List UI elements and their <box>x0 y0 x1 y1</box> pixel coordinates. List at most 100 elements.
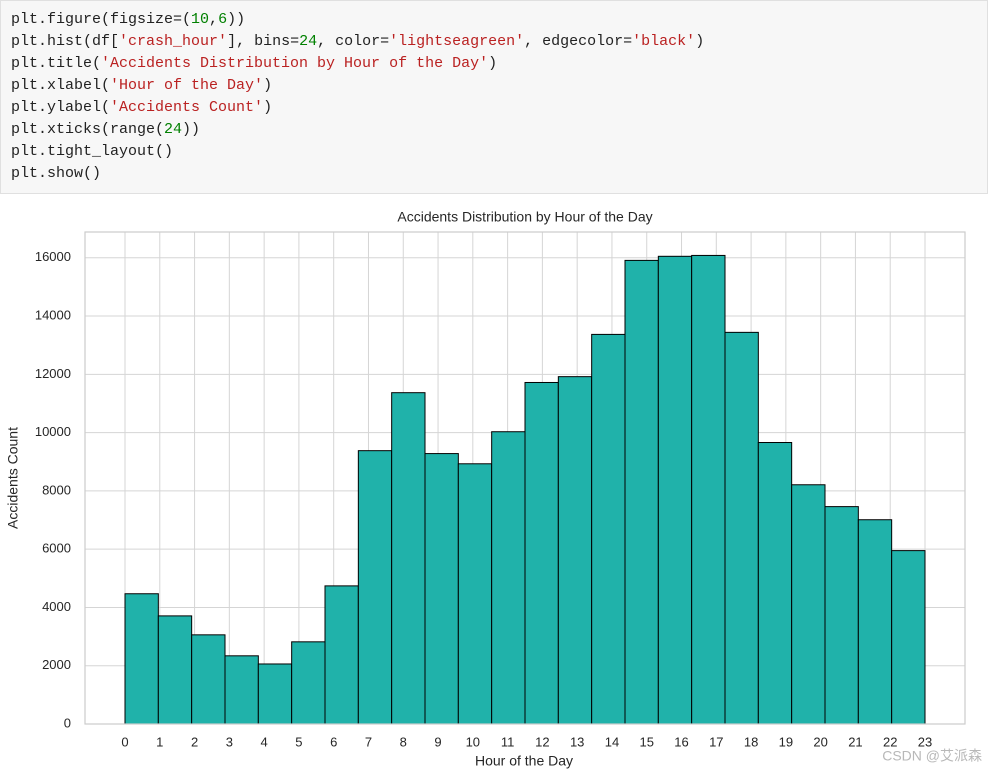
code-line: plt.xlabel('Hour of the Day') <box>1 75 987 97</box>
code-token: plt.xticks(range( <box>11 121 165 138</box>
x-tick-label: 11 <box>501 734 515 749</box>
code-line: plt.figure(figsize=(10,6)) <box>1 9 987 31</box>
bar <box>891 550 926 725</box>
x-tick-label: 14 <box>605 734 619 749</box>
code-token: plt.xlabel( <box>11 77 111 94</box>
code-token: 24 <box>164 121 183 138</box>
code-line: plt.xticks(range(24)) <box>1 119 987 141</box>
y-tick-label: 0 <box>64 715 71 730</box>
x-tick-label: 19 <box>779 734 793 749</box>
code-token: 'lightseagreen' <box>389 33 525 50</box>
code-token: 'Accidents Count' <box>110 99 264 116</box>
bar <box>224 655 259 725</box>
code-line: plt.hist(df['crash_hour'], bins=24, colo… <box>1 31 987 53</box>
code-token: 'Accidents Distribution by Hour of the D… <box>101 55 489 72</box>
x-axis-label: Hour of the Day <box>475 753 573 769</box>
bar <box>691 254 726 725</box>
code-token: 'crash_hour' <box>119 33 228 50</box>
x-tick-label: 0 <box>121 734 128 749</box>
code-token: , color= <box>317 33 390 50</box>
code-token: ) <box>263 77 273 94</box>
x-tick-label: 6 <box>330 734 337 749</box>
y-tick-label: 2000 <box>42 657 71 672</box>
x-tick-label: 17 <box>709 734 723 749</box>
x-tick-label: 8 <box>400 734 407 749</box>
x-tick-label: 22 <box>883 734 897 749</box>
x-tick-label: 18 <box>744 734 758 749</box>
code-token: ) <box>263 99 273 116</box>
bar <box>591 333 626 725</box>
x-tick-label: 21 <box>848 734 862 749</box>
y-tick-label: 8000 <box>42 482 71 497</box>
x-tick-label: 7 <box>365 734 372 749</box>
bar <box>291 641 326 725</box>
bar <box>757 442 793 725</box>
code-line: plt.tight_layout() <box>1 141 987 163</box>
code-token: plt.tight_layout() <box>11 143 174 160</box>
bar <box>724 331 759 725</box>
x-tick-label: 4 <box>261 734 268 749</box>
x-tick-label: 1 <box>156 734 163 749</box>
code-line: plt.title('Accidents Distribution by Hou… <box>1 53 987 75</box>
bar <box>391 392 426 725</box>
code-token: ) <box>488 55 498 72</box>
code-cell: plt.figure(figsize=(10,6)) plt.hist(df['c… <box>0 0 988 194</box>
x-tick-label: 16 <box>674 734 688 749</box>
x-tick-label: 23 <box>918 734 932 749</box>
x-tick-label: 15 <box>640 734 654 749</box>
code-line: plt.ylabel('Accidents Count') <box>1 97 987 119</box>
watermark: CSDN @艾派森 <box>882 748 982 764</box>
y-tick-label: 12000 <box>35 366 71 381</box>
code-token: 'Hour of the Day' <box>110 77 264 94</box>
bar <box>457 463 493 725</box>
code-token: plt.figure(figsize=( <box>11 11 192 28</box>
code-token: )) <box>182 121 201 138</box>
code-token: plt.title( <box>11 55 102 72</box>
code-token: plt.show() <box>11 165 102 182</box>
bar <box>524 381 559 725</box>
bar <box>624 259 659 725</box>
code-token: ) <box>695 33 705 50</box>
bar <box>191 634 226 725</box>
y-tick-label: 14000 <box>35 307 71 322</box>
x-tick-label: 2 <box>191 734 198 749</box>
bar <box>424 453 459 725</box>
code-token: )) <box>227 11 246 28</box>
code-token: 'black' <box>632 33 696 50</box>
bar <box>157 615 193 725</box>
y-axis-label: Accidents Count <box>5 427 21 529</box>
x-tick-label: 5 <box>295 734 302 749</box>
bar <box>657 255 693 725</box>
code-token: 6 <box>218 11 228 28</box>
bar <box>557 376 593 725</box>
chart-title: Accidents Distribution by Hour of the Da… <box>397 209 652 225</box>
bar <box>124 593 159 725</box>
x-tick-label: 3 <box>226 734 233 749</box>
code-token: , <box>209 11 219 28</box>
code-token: 10 <box>191 11 210 28</box>
x-tick-label: 13 <box>570 734 584 749</box>
code-token: ], bins= <box>227 33 300 50</box>
bar <box>791 484 826 725</box>
x-tick-label: 12 <box>535 734 549 749</box>
bar <box>857 519 893 725</box>
x-tick-label: 10 <box>466 734 480 749</box>
code-token: plt.hist(df[ <box>11 33 120 50</box>
code-line: plt.show() <box>1 163 987 185</box>
x-tick-label: 20 <box>813 734 827 749</box>
bar <box>324 585 359 725</box>
code-token: , edgecolor= <box>524 33 633 50</box>
bar <box>824 506 859 725</box>
y-tick-label: 16000 <box>35 249 71 264</box>
y-tick-label: 10000 <box>35 424 71 439</box>
y-tick-label: 4000 <box>42 599 71 614</box>
code-token: plt.ylabel( <box>11 99 111 116</box>
bar <box>357 450 393 725</box>
x-tick-label: 9 <box>434 734 441 749</box>
bar <box>491 431 526 725</box>
plot-frame <box>84 231 966 725</box>
code-token: 24 <box>299 33 318 50</box>
bar <box>257 663 293 725</box>
